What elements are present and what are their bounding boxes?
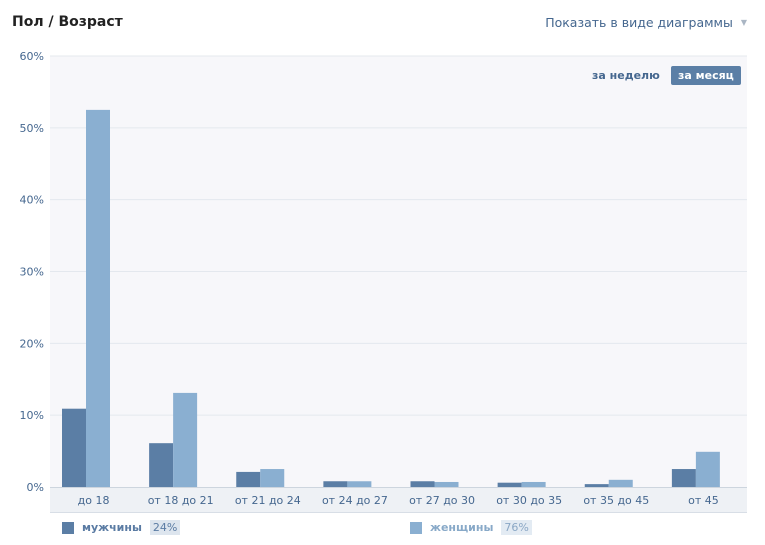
- bar-men: [497, 482, 522, 487]
- legend-label-women: женщины: [430, 521, 494, 534]
- x-axis-band: [50, 487, 747, 512]
- y-tick-label: 30%: [20, 266, 44, 279]
- bar-men: [149, 443, 174, 487]
- bar-women: [521, 481, 546, 487]
- y-tick-label: 50%: [20, 122, 44, 135]
- y-tick-label: 20%: [20, 337, 44, 350]
- y-tick-label: 10%: [20, 409, 44, 422]
- bar-men: [323, 481, 348, 487]
- chevron-down-icon: ▼: [740, 18, 747, 27]
- period-week-button[interactable]: за неделю: [592, 69, 660, 82]
- legend-item-men[interactable]: мужчины 24%: [62, 520, 181, 535]
- x-tick-label: от 24 до 27: [322, 494, 388, 507]
- view-mode-label: Показать в виде диаграммы: [545, 15, 733, 30]
- bar-women: [434, 481, 459, 487]
- bar-men: [236, 471, 261, 487]
- view-mode-dropdown[interactable]: Показать в виде диаграммы ▼: [545, 15, 747, 30]
- x-tick-label: от 21 до 24: [235, 494, 301, 507]
- bar-men: [671, 469, 696, 487]
- y-tick-label: 40%: [20, 194, 44, 207]
- legend-item-women[interactable]: женщины 76%: [410, 520, 532, 535]
- x-tick-label: от 30 до 35: [496, 494, 562, 507]
- x-tick-label: от 18 до 21: [148, 494, 214, 507]
- bar-women: [173, 392, 198, 487]
- y-tick-label: 0%: [27, 481, 44, 494]
- x-tick-label: от 45: [688, 494, 719, 507]
- bar-women: [260, 469, 285, 487]
- legend-label-men: мужчины: [82, 521, 142, 534]
- legend-percent-men: 24%: [149, 520, 181, 535]
- legend-percent-women: 76%: [501, 520, 532, 535]
- x-tick-label: от 35 до 45: [583, 494, 649, 507]
- legend-swatch-men: [62, 521, 74, 534]
- bar-men: [62, 408, 86, 487]
- bar-women: [347, 481, 372, 487]
- x-tick-label: от 27 до 30: [409, 494, 475, 507]
- bar-women: [86, 109, 110, 487]
- bar-men: [584, 484, 609, 487]
- period-month-button[interactable]: за месяц: [671, 66, 741, 85]
- bar-men: [410, 481, 435, 487]
- x-tick-label: до 18: [78, 494, 110, 507]
- bar-women: [695, 451, 720, 487]
- page-title: Пол / Возраст: [12, 14, 123, 30]
- legend-swatch-women: [410, 521, 422, 534]
- y-tick-label: 60%: [20, 50, 44, 63]
- bar-women: [608, 479, 633, 487]
